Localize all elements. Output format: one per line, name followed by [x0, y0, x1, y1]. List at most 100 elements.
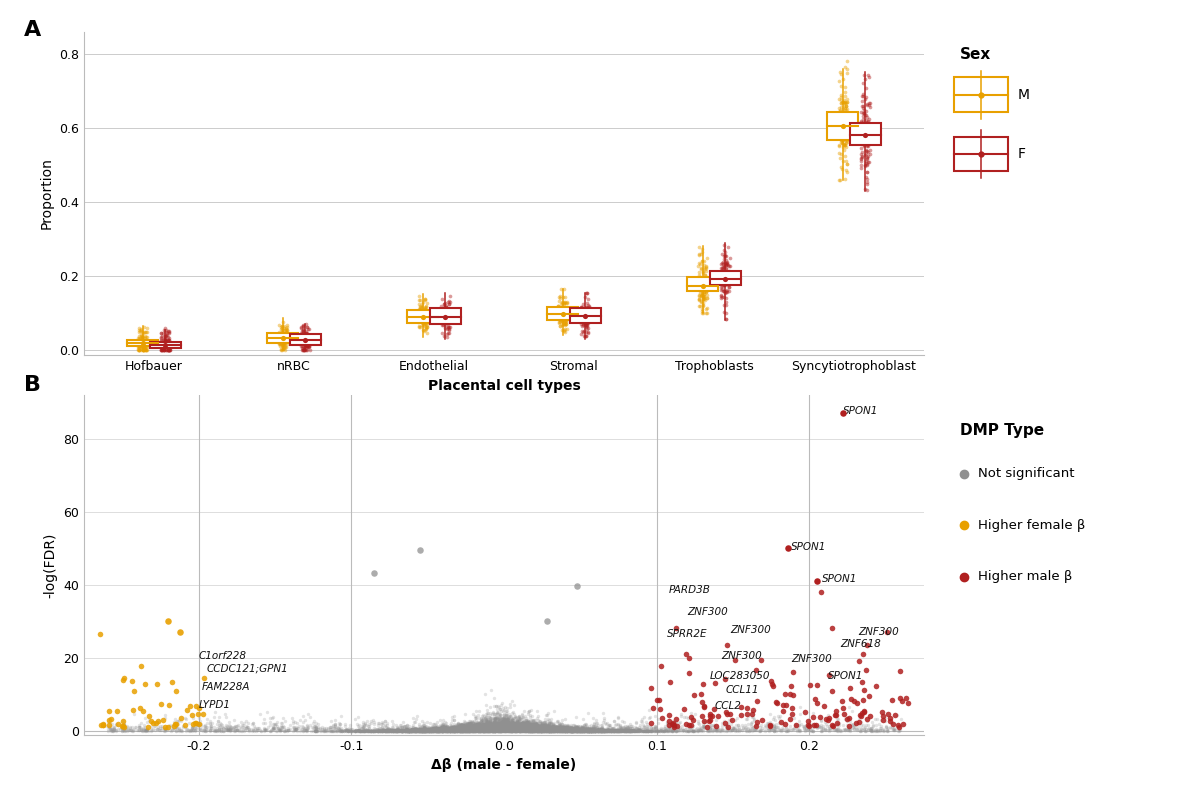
Point — [454, 723, 473, 735]
Point — [326, 720, 346, 733]
Point — [574, 326, 593, 339]
Point — [481, 724, 500, 736]
Point — [299, 333, 318, 345]
Point — [532, 724, 551, 737]
Point — [565, 720, 584, 732]
Point — [370, 724, 389, 737]
Point — [470, 723, 490, 735]
Point — [156, 344, 175, 356]
Point — [428, 724, 448, 736]
Point — [490, 721, 509, 734]
Point — [498, 724, 517, 737]
Point — [865, 713, 884, 725]
Point — [377, 724, 396, 737]
Point — [523, 721, 542, 734]
Point — [541, 722, 560, 735]
Point — [611, 724, 630, 736]
Point — [182, 709, 202, 721]
Point — [211, 724, 230, 737]
Point — [131, 333, 150, 345]
Point — [518, 717, 538, 729]
Point — [571, 724, 590, 737]
Point — [504, 724, 523, 736]
Point — [426, 724, 445, 736]
Point — [556, 301, 575, 314]
Point — [451, 724, 470, 737]
Point — [647, 724, 666, 737]
Point — [167, 721, 186, 734]
Point — [570, 724, 589, 737]
Point — [164, 717, 184, 730]
Point — [436, 724, 455, 737]
Point — [368, 724, 388, 737]
Point — [490, 709, 509, 721]
Point — [588, 724, 607, 737]
Point — [877, 724, 896, 736]
Point — [592, 724, 611, 737]
Point — [415, 303, 434, 316]
Point — [284, 724, 304, 736]
Point — [550, 719, 569, 732]
Point — [554, 720, 574, 733]
Point — [370, 724, 389, 736]
Point — [503, 724, 522, 737]
Point — [636, 721, 655, 734]
Point — [452, 723, 472, 735]
Point — [493, 718, 512, 731]
Point — [854, 724, 874, 737]
Point — [488, 724, 508, 737]
Point — [517, 720, 536, 733]
Point — [544, 723, 563, 735]
Point — [575, 724, 594, 737]
Point — [433, 722, 452, 735]
Point — [830, 115, 850, 128]
Point — [829, 127, 848, 140]
Point — [522, 721, 541, 734]
Point — [530, 721, 550, 734]
Point — [136, 724, 155, 736]
Point — [455, 721, 474, 734]
Point — [389, 724, 408, 736]
Point — [442, 724, 461, 737]
Point — [475, 724, 494, 736]
Point — [578, 327, 598, 340]
Point — [396, 724, 415, 736]
Point — [104, 723, 124, 735]
Point — [592, 724, 611, 737]
Point — [834, 137, 853, 150]
Point — [521, 721, 540, 734]
Point — [472, 722, 491, 735]
Point — [512, 717, 532, 729]
Point — [475, 724, 494, 736]
Point — [462, 724, 481, 736]
Point — [523, 723, 542, 735]
Point — [535, 722, 554, 735]
Point — [439, 295, 458, 307]
Point — [500, 721, 520, 734]
Point — [716, 250, 736, 262]
Point — [156, 335, 175, 348]
Point — [517, 716, 536, 728]
Point — [694, 267, 713, 280]
Point — [504, 723, 523, 735]
Point — [396, 724, 415, 737]
Point — [548, 724, 568, 737]
Point — [292, 329, 311, 342]
Point — [764, 724, 784, 737]
Point — [568, 724, 587, 737]
Point — [474, 722, 493, 735]
Point — [598, 724, 617, 737]
Point — [526, 724, 545, 736]
Point — [500, 717, 520, 729]
Point — [424, 724, 443, 737]
Point — [599, 724, 618, 736]
Point — [583, 724, 602, 737]
Point — [443, 724, 462, 737]
Point — [378, 724, 397, 736]
Point — [515, 721, 534, 734]
Point — [190, 717, 209, 730]
Point — [331, 710, 350, 723]
Point — [454, 724, 473, 736]
Point — [391, 720, 410, 733]
Point — [659, 724, 678, 737]
